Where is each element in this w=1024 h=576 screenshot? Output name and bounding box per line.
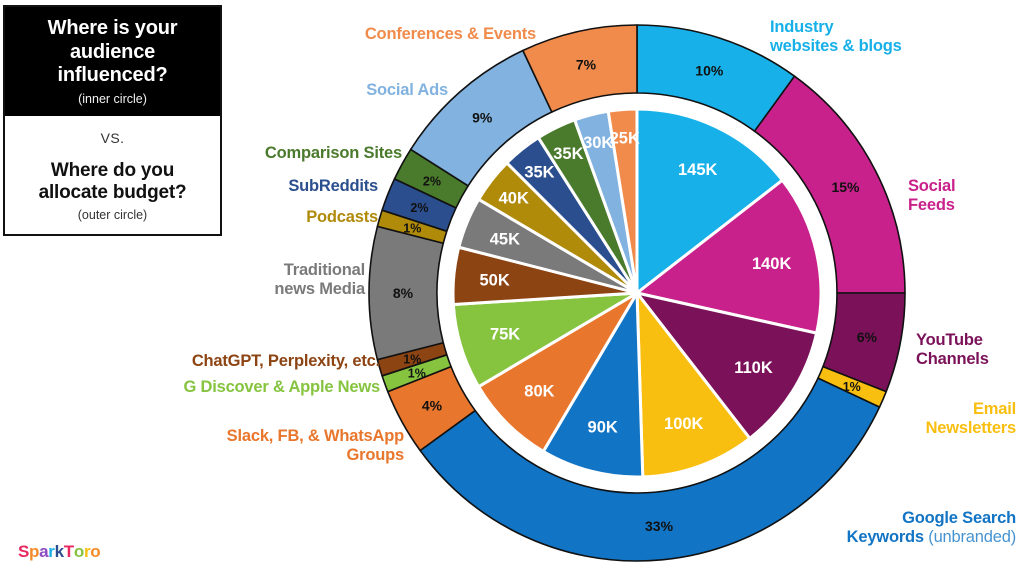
category-label-podcasts: Podcasts	[306, 208, 378, 226]
inner-pie-value-label: 110K	[734, 359, 773, 377]
outer-ring-percent-label: 7%	[576, 57, 597, 73]
category-label-subreddits: SubReddits	[288, 177, 378, 195]
inner-pie-slice[interactable]	[635, 178, 823, 335]
inner-pie-value-label: 80K	[524, 383, 554, 401]
legend-box: Where is your audience influenced? (inne…	[3, 5, 222, 236]
inner-pie-slice[interactable]	[477, 291, 639, 453]
outer-ring-percent-label: 8%	[393, 285, 414, 301]
inner-pie-value-label: 35K	[553, 145, 583, 163]
brand-letter: r	[83, 542, 91, 561]
legend-vs-text: VS.	[100, 129, 125, 146]
category-label-email-newsletters: Email Newsletters	[925, 400, 1017, 438]
inner-pie-slice[interactable]	[635, 291, 819, 440]
inner-pie	[451, 107, 823, 479]
category-label-google-search-keywords: Google Search Keywords (unbranded)	[846, 509, 1017, 547]
inner-pie-value-label: 40K	[499, 189, 529, 207]
brand-letter: o	[73, 542, 84, 561]
legend-outer-note: (outer circle)	[77, 207, 148, 222]
brand-letter: r	[48, 542, 55, 561]
inner-pie-value-label: 25K	[610, 129, 640, 147]
outer-ring-percent-label: 2%	[423, 174, 441, 188]
legend-outer-circle: VS. Where do you allocate budget? (outer…	[5, 115, 220, 234]
outer-ring-percent-label: 1%	[843, 380, 861, 394]
category-label-suffix: (unbranded)	[923, 528, 1016, 547]
category-label-chatgpt-perplexity: ChatGPT, Perplexity, etc.	[191, 352, 380, 370]
outer-ring-percent-label: 6%	[857, 329, 878, 345]
legend-outer-question: Where do you allocate budget?	[38, 159, 187, 204]
legend-inner-circle: Where is your audience influenced? (inne…	[5, 7, 220, 116]
category-label-industry-websites-blogs: Industry websites & blogs	[770, 18, 902, 56]
brand-letter: p	[29, 542, 40, 561]
outer-ring-percent-label: 2%	[410, 201, 428, 215]
inner-pie-slice[interactable]	[606, 107, 639, 295]
inner-pie-slice[interactable]	[541, 291, 645, 479]
inner-pie-slice[interactable]	[635, 291, 752, 479]
inner-pie-value-label: 140K	[752, 255, 792, 273]
category-label-youtube-channels: YouTube Channels	[916, 331, 989, 369]
outer-ring-percent-label: 15%	[831, 179, 860, 195]
outer-ring-percent-label: 33%	[645, 518, 674, 534]
inner-pie-value-label: 50K	[479, 272, 509, 290]
outer-ring-slice[interactable]	[419, 377, 881, 562]
category-label-social-feeds: Social Feeds	[908, 177, 956, 215]
category-label-traditional-news-media: Traditional news Media	[274, 261, 365, 299]
inner-pie-value-label: 45K	[490, 230, 520, 248]
brand-letter: o	[90, 542, 101, 561]
category-label-slack-fb-whatsapp-groups: Slack, FB, & WhatsApp Groups	[226, 427, 405, 465]
inner-pie-slice[interactable]	[635, 107, 784, 295]
brand-letter: k	[54, 542, 64, 561]
outer-ring-percent-label: 1%	[408, 366, 426, 380]
inner-pie-value-label: 30K	[583, 134, 613, 152]
outer-ring-percent-label: 1%	[403, 352, 421, 366]
inner-pie-value-label: 35K	[524, 163, 554, 181]
outer-ring-value-labels: 10%15%6%1%33%4%1%1%8%1%2%2%9%7%	[393, 57, 878, 534]
legend-inner-note: (inner circle)	[78, 91, 147, 106]
outer-ring-percent-label: 4%	[422, 398, 443, 414]
inner-pie-value-label: 75K	[490, 326, 520, 344]
category-label-comparison-sites: Comparison Sites	[264, 144, 402, 162]
inner-pie-value-label: 145K	[678, 161, 718, 179]
category-label-social-ads: Social Ads	[366, 81, 448, 99]
brand-letter: a	[39, 542, 49, 561]
sparktoro-logo: SparkToro	[18, 542, 101, 562]
inner-pie-value-label: 100K	[664, 415, 704, 433]
inner-pie-value-label: 90K	[588, 419, 618, 437]
outer-ring-percent-label: 9%	[472, 109, 493, 125]
outer-ring-percent-label: 1%	[403, 222, 421, 236]
category-label-g-discover-apple-news: G Discover & Apple News	[183, 378, 380, 396]
category-label-conferences-events: Conferences & Events	[364, 25, 536, 43]
brand-letter: T	[63, 542, 74, 561]
outer-ring-slice[interactable]	[522, 24, 638, 113]
inner-pie-value-labels: 145K 140K 110K 100K 90K 80K 75K 50K 45K 40K 35K35K…	[479, 129, 791, 436]
outer-ring	[368, 24, 906, 562]
outer-ring-percent-label: 10%	[695, 62, 724, 78]
brand-letter: S	[18, 542, 30, 561]
legend-inner-question: Where is your audience influenced?	[47, 17, 178, 87]
